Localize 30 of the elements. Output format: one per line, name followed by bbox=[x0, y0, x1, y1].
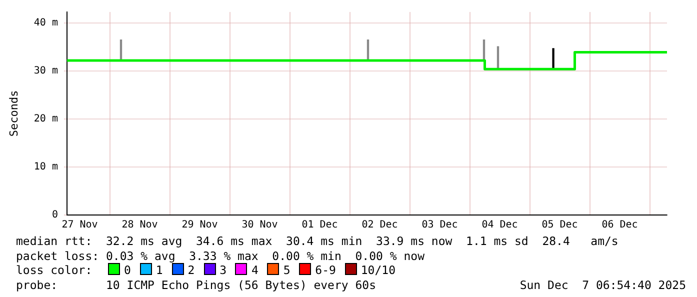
x-tick-label: 28 Nov bbox=[122, 220, 158, 231]
text: 10/10 bbox=[360, 263, 396, 278]
text: 1 bbox=[156, 263, 164, 278]
text: packet loss: 0.03 % avg 3.33 % max 0.00 % min 0.00 % now bbox=[16, 248, 426, 264]
x-tick-label: 06 Dec bbox=[602, 220, 638, 231]
x-tick-label: 27 Nov bbox=[62, 220, 98, 231]
x-tick-label: 30 Nov bbox=[242, 220, 278, 231]
y-tick-label: 30 m bbox=[34, 66, 58, 77]
y-tick-label: 0 bbox=[52, 210, 58, 221]
x-tick-label: 01 Dec bbox=[302, 220, 338, 231]
text: loss color: bbox=[16, 263, 94, 278]
text: 2 bbox=[188, 263, 196, 278]
text: 6-9 bbox=[315, 263, 337, 278]
y-tick-label: 40 m bbox=[34, 18, 58, 29]
y-axis-title: Seconds bbox=[7, 90, 20, 137]
x-tick-label: 05 Dec bbox=[542, 220, 578, 231]
text: Sun Dec 7 06:54:40 2025 bbox=[520, 278, 686, 292]
text: 0 bbox=[124, 263, 132, 278]
bar bbox=[552, 48, 554, 70]
y-tick-label: 20 m bbox=[34, 114, 58, 125]
x-tick-label: 04 Dec bbox=[482, 220, 518, 231]
text: median rtt: 32.2 ms avg 34.6 ms max 30.4 ms min 33.9 ms now 1.1 ms sd 28.4 am/s bbox=[16, 234, 620, 249]
x-tick-label: 03 Dec bbox=[422, 220, 458, 231]
text: 4 bbox=[251, 263, 260, 278]
text: 3 bbox=[220, 263, 228, 278]
x-tick-label: 02 Dec bbox=[362, 220, 398, 231]
x-tick-label: 29 Nov bbox=[182, 220, 218, 231]
text: 5 bbox=[283, 263, 292, 278]
text: probe: 10 ICMP Echo Pings (56 Bytes) every 60s bbox=[16, 278, 376, 292]
y-tick-label: 10 m bbox=[34, 162, 58, 173]
